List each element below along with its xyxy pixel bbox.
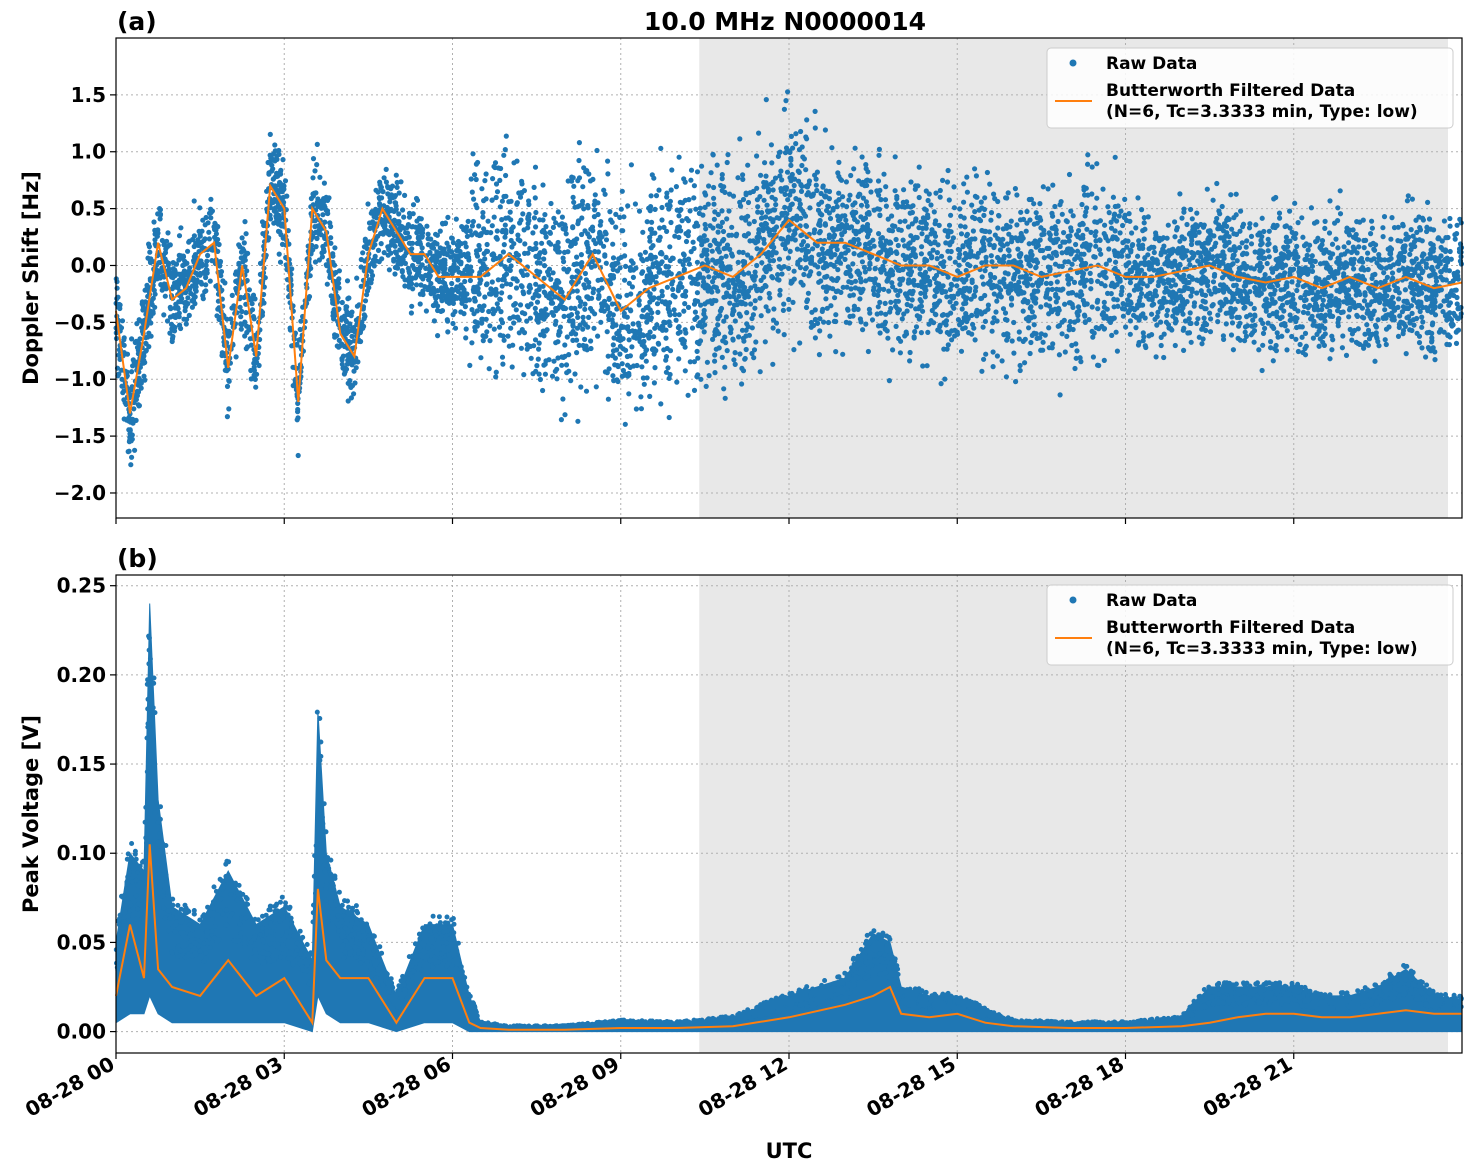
y-tick-label: 0.00	[57, 1020, 106, 1044]
panel-b: (b) 0.25 0.20 0.15 0.10 0.05 0.00 Peak Voltag…	[19, 544, 1464, 1059]
x-tick-label: 08-28 06	[357, 1052, 455, 1122]
y-tick-label: −1.5	[54, 424, 106, 448]
panel-b-label: (b)	[117, 544, 158, 573]
panel-b-legend: Raw Data Butterworth Filtered Data (N=6,…	[1046, 584, 1454, 666]
legend-box	[1046, 584, 1454, 666]
legend-filtered-params: (N=6, Tc=3.3333 min, Type: low)	[1106, 102, 1418, 122]
x-tick-label: 08-28 09	[526, 1052, 624, 1122]
legend-raw-label: Raw Data	[1106, 54, 1197, 74]
y-tick-label: 0.15	[57, 752, 106, 776]
panel-a-raw-data	[113, 89, 1465, 468]
panel-a: (a) 1.5 1.0 0.5 0.0 −0.5 −1.0 −1.5 −2.0 Doppler…	[19, 7, 1465, 524]
legend-filtered-params: (N=6, Tc=3.3333 min, Type: low)	[1106, 639, 1418, 659]
panel-b-y-axis: 0.25 0.20 0.15 0.10 0.05 0.00	[57, 574, 116, 1044]
legend-filtered-label: Butterworth Filtered Data	[1106, 618, 1355, 638]
y-tick-label: 0.20	[57, 663, 106, 687]
y-tick-label: 0.05	[57, 930, 106, 954]
legend-raw-label: Raw Data	[1106, 591, 1197, 611]
x-tick-label: 08-28 18	[1030, 1052, 1128, 1122]
y-tick-label: 0.0	[71, 253, 106, 277]
y-tick-label: 0.10	[57, 841, 106, 865]
x-tick-labels: 08-28 00 08-28 03 08-28 06 08-28 09 08-28 12…	[21, 1052, 1296, 1122]
y-tick-label: 1.5	[71, 83, 106, 107]
legend-box	[1046, 47, 1454, 129]
panel-a-label: (a)	[117, 7, 157, 36]
panel-a-ylabel: Doppler Shift [Hz]	[19, 171, 43, 385]
panel-a-filtered-line	[115, 182, 1463, 414]
legend-filtered-label: Butterworth Filtered Data	[1106, 81, 1355, 101]
y-tick-label: −2.0	[54, 481, 106, 505]
x-axis-label: UTC	[766, 1139, 813, 1163]
y-tick-label: 0.5	[71, 197, 106, 221]
x-tick-label: 08-28 00	[21, 1052, 119, 1122]
x-tick-label: 08-28 21	[1199, 1052, 1297, 1122]
panel-a-x-ticks	[115, 518, 1295, 524]
panel-b-filtered-line	[115, 844, 1462, 1031]
x-tick-label: 08-28 15	[862, 1052, 960, 1122]
x-tick-label: 08-28 03	[189, 1052, 287, 1122]
panel-b-ylabel: Peak Voltage [V]	[19, 715, 43, 913]
raw-data-points	[113, 89, 1465, 468]
x-tick-label: 08-28 12	[694, 1052, 792, 1122]
y-tick-label: −1.0	[54, 367, 106, 391]
legend-raw-marker	[1069, 596, 1077, 604]
panel-a-y-axis: 1.5 1.0 0.5 0.0 −0.5 −1.0 −1.5 −2.0	[54, 83, 116, 505]
y-tick-label: −0.5	[54, 310, 106, 334]
chart-title: 10.0 MHz N0000014	[644, 7, 926, 36]
panel-b-x-ticks	[115, 1053, 1295, 1059]
y-tick-label: 1.0	[71, 140, 106, 164]
y-tick-label: 0.25	[57, 574, 106, 598]
panel-a-legend: Raw Data Butterworth Filtered Data (N=6,…	[1046, 47, 1454, 129]
legend-raw-marker	[1069, 59, 1077, 67]
